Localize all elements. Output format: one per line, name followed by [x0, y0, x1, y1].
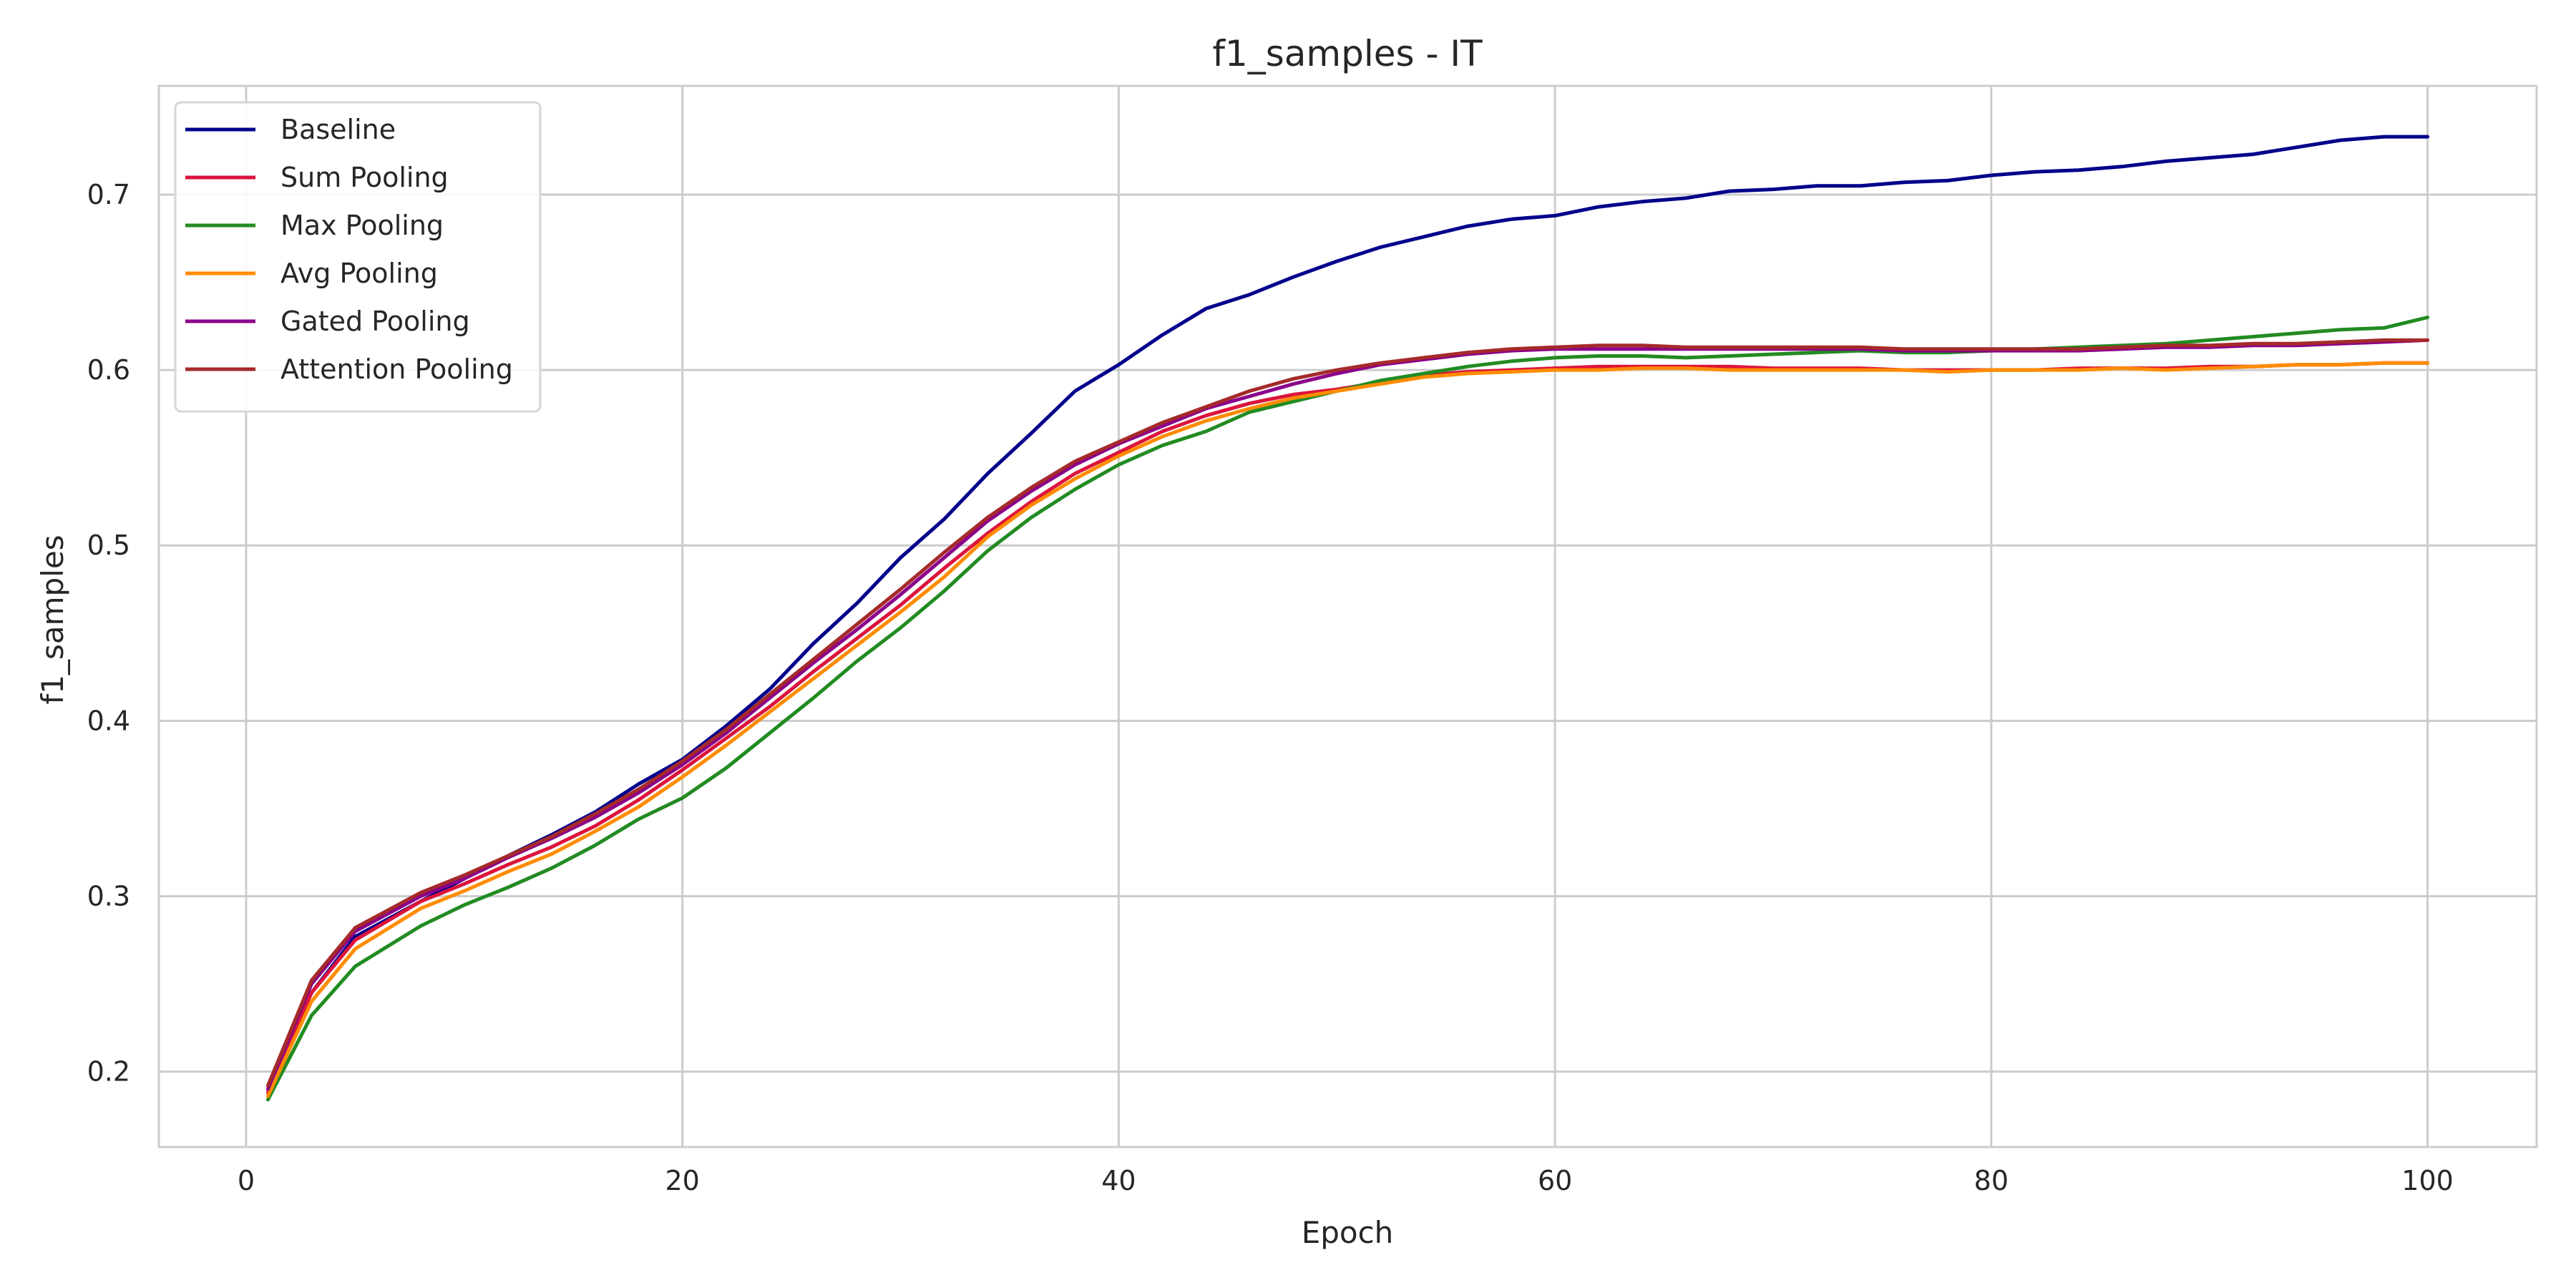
y-tick-label: 0.5	[87, 530, 130, 561]
x-axis-label: Epoch	[1302, 1215, 1394, 1250]
y-tick-label: 0.3	[87, 880, 130, 912]
x-axis-ticks: 0 20 40 60 80 100	[238, 1165, 2454, 1196]
y-tick-label: 0.2	[87, 1056, 130, 1088]
y-axis-label: f1_samples	[35, 535, 70, 704]
y-tick-label: 0.7	[87, 179, 130, 210]
grid	[159, 86, 2537, 1147]
y-tick-label: 0.6	[87, 354, 130, 386]
series-line-avg-pooling	[265, 361, 2430, 1098]
x-tick-label: 80	[1974, 1165, 2009, 1196]
legend-label-avg-pooling: Avg Pooling	[280, 258, 438, 289]
x-tick-label: 0	[238, 1165, 255, 1196]
x-tick-label: 40	[1101, 1165, 1136, 1196]
x-tick-label: 20	[665, 1165, 699, 1196]
x-tick-label: 60	[1538, 1165, 1572, 1196]
series-line-max-pooling	[265, 316, 2430, 1102]
series-lines	[265, 135, 2430, 1102]
plot-frame	[157, 84, 2538, 1148]
legend-label-attention-pooling: Attention Pooling	[280, 353, 513, 385]
y-axis-ticks: 0.2 0.3 0.4 0.5 0.6 0.7	[87, 179, 130, 1088]
legend-label-gated-pooling: Gated Pooling	[280, 306, 470, 337]
series-line-attention-pooling	[265, 338, 2430, 1088]
legend-label-baseline: Baseline	[280, 114, 396, 145]
series-line-gated-pooling	[265, 338, 2430, 1091]
legend-box	[174, 101, 542, 413]
legend-label-max-pooling: Max Pooling	[280, 210, 444, 241]
legend: Baseline Sum Pooling Max Pooling Avg Poolin…	[174, 101, 542, 413]
series-line-baseline	[265, 135, 2430, 1091]
series-line-sum-pooling	[265, 361, 2430, 1095]
legend-label-sum-pooling: Sum Pooling	[280, 162, 449, 193]
y-tick-label: 0.4	[87, 705, 130, 736]
chart-title: f1_samples - IT	[1212, 33, 1483, 74]
x-tick-label: 100	[2401, 1165, 2454, 1196]
